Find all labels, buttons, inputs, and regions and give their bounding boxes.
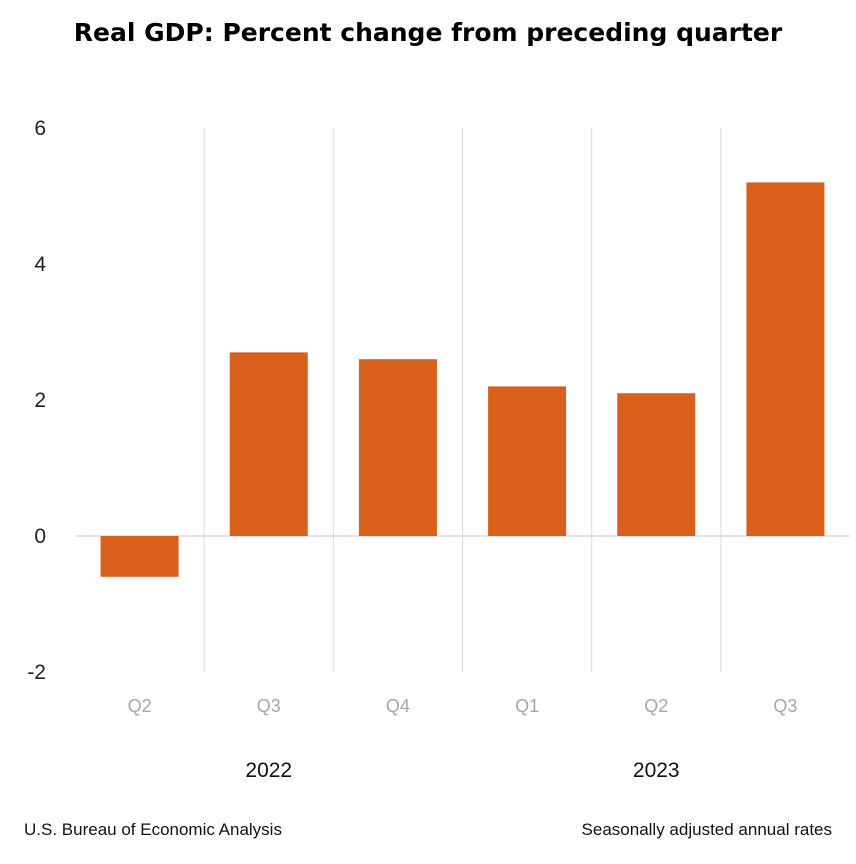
x-tick-label: Q3 (257, 696, 281, 716)
x-tick-label: Q1 (515, 696, 539, 716)
bar-q4-2 (358, 359, 437, 536)
bar-q2-4 (617, 393, 696, 536)
x-tick-label: Q2 (644, 696, 668, 716)
seasonal-note: Seasonally adjusted annual rates (581, 820, 832, 839)
y-tick-label: 6 (34, 117, 46, 140)
bar-q3-1 (229, 352, 308, 536)
y-tick-label: 4 (34, 253, 46, 276)
bar-q3-5 (746, 182, 825, 536)
x-tick-label: Q3 (773, 696, 797, 716)
x-tick-label: Q4 (386, 696, 410, 716)
year-label: 2023 (633, 759, 680, 782)
chart-title: Real GDP: Percent change from preceding … (73, 18, 783, 47)
y-tick-label: -2 (27, 661, 46, 684)
bar-q2-0 (100, 536, 179, 577)
year-label: 2022 (245, 759, 292, 782)
source-label: U.S. Bureau of Economic Analysis (24, 820, 282, 839)
x-tick-label: Q2 (128, 696, 152, 716)
y-tick-label: 0 (34, 525, 46, 548)
bar-q1-3 (488, 386, 567, 536)
y-tick-label: 2 (34, 389, 46, 412)
